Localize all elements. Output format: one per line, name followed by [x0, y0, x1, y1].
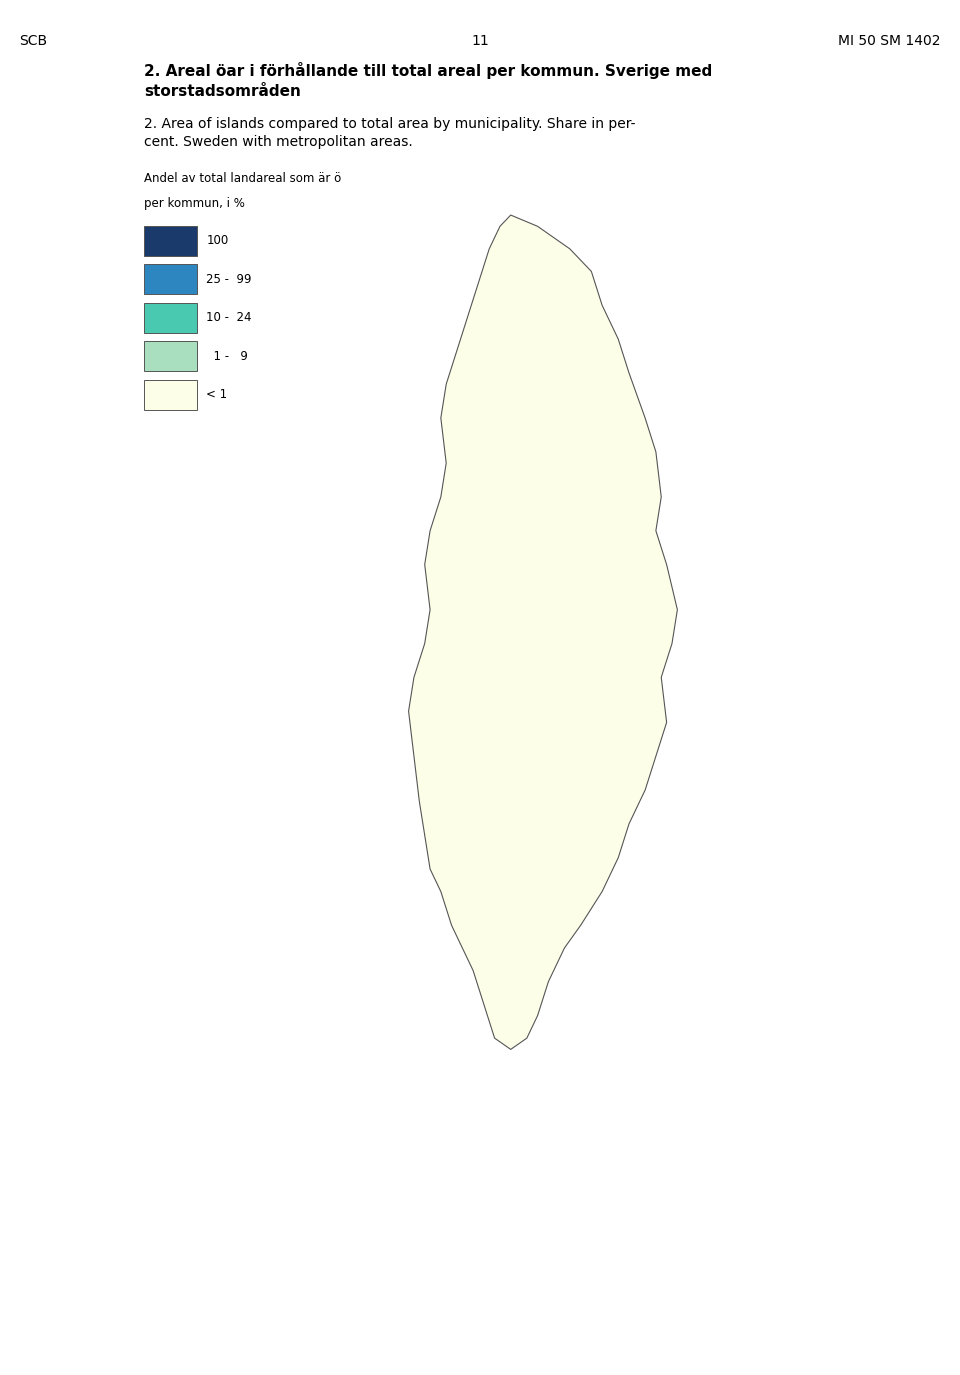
- Text: MI 50 SM 1402: MI 50 SM 1402: [838, 34, 941, 48]
- Text: SCB: SCB: [19, 34, 47, 48]
- Text: < 1: < 1: [206, 388, 228, 401]
- Text: 10 -  24: 10 - 24: [206, 311, 252, 324]
- Text: Andel av total landareal som är ö: Andel av total landareal som är ö: [144, 172, 341, 184]
- Text: 1 -   9: 1 - 9: [206, 349, 249, 363]
- Text: 11: 11: [471, 34, 489, 48]
- Text: 2. Areal öar i förhållande till total areal per kommun. Sverige med
storstadsomr: 2. Areal öar i förhållande till total ar…: [144, 62, 712, 99]
- Text: 25 -  99: 25 - 99: [206, 272, 252, 286]
- Text: 100: 100: [206, 234, 228, 248]
- Polygon shape: [409, 214, 678, 1049]
- Text: per kommun, i %: per kommun, i %: [144, 197, 245, 209]
- Text: 2. Area of islands compared to total area by municipality. Share in per-
cent. S: 2. Area of islands compared to total are…: [144, 117, 636, 150]
